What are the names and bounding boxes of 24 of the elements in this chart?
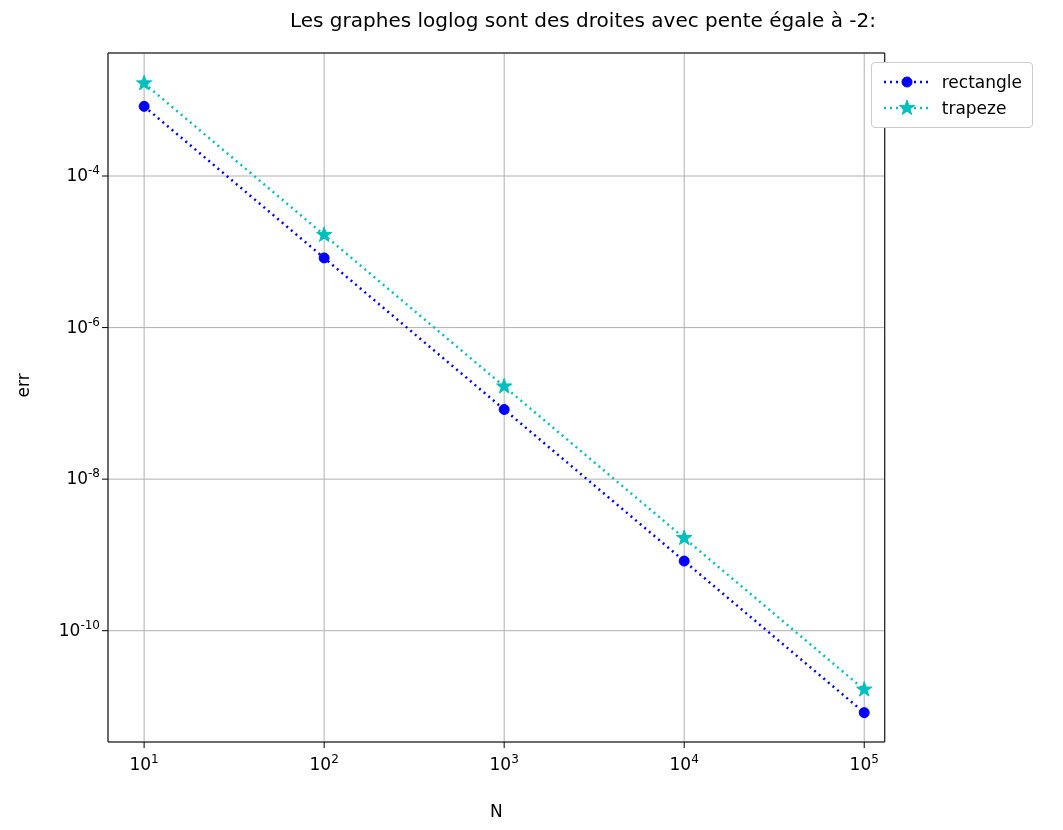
y-axis-title: err	[13, 373, 34, 398]
x-axis-title: N	[490, 801, 503, 821]
x-tick-label: 10$^{5}$	[849, 752, 879, 774]
point	[498, 404, 510, 415]
y-tick-label: 10$^{-8}$	[66, 466, 100, 489]
legend-label: rectangle	[941, 72, 1022, 92]
chart-title: Les graphes loglog sont des droites avec pente égale à -2:	[288, 8, 877, 34]
x-tick-label: 10$^{3}$	[489, 752, 519, 774]
x-tick-label: 10$^{1}$	[129, 752, 159, 774]
point	[496, 377, 513, 394]
point	[676, 529, 693, 546]
point	[316, 226, 333, 242]
x-tick-label: 10$^{2}$	[309, 752, 339, 774]
x-tick-label: 10$^{4}$	[669, 752, 699, 774]
point	[138, 100, 150, 112]
y-tick-label: 10$^{-6}$	[66, 314, 100, 337]
point	[678, 555, 690, 567]
point	[858, 707, 870, 719]
point	[856, 681, 873, 697]
point	[136, 74, 153, 91]
y-tick-label: 10$^{-10}$	[58, 617, 100, 640]
point	[318, 252, 330, 264]
y-tick-label: 10$^{-4}$	[66, 163, 100, 186]
legend-label: trapeze	[941, 98, 1007, 118]
